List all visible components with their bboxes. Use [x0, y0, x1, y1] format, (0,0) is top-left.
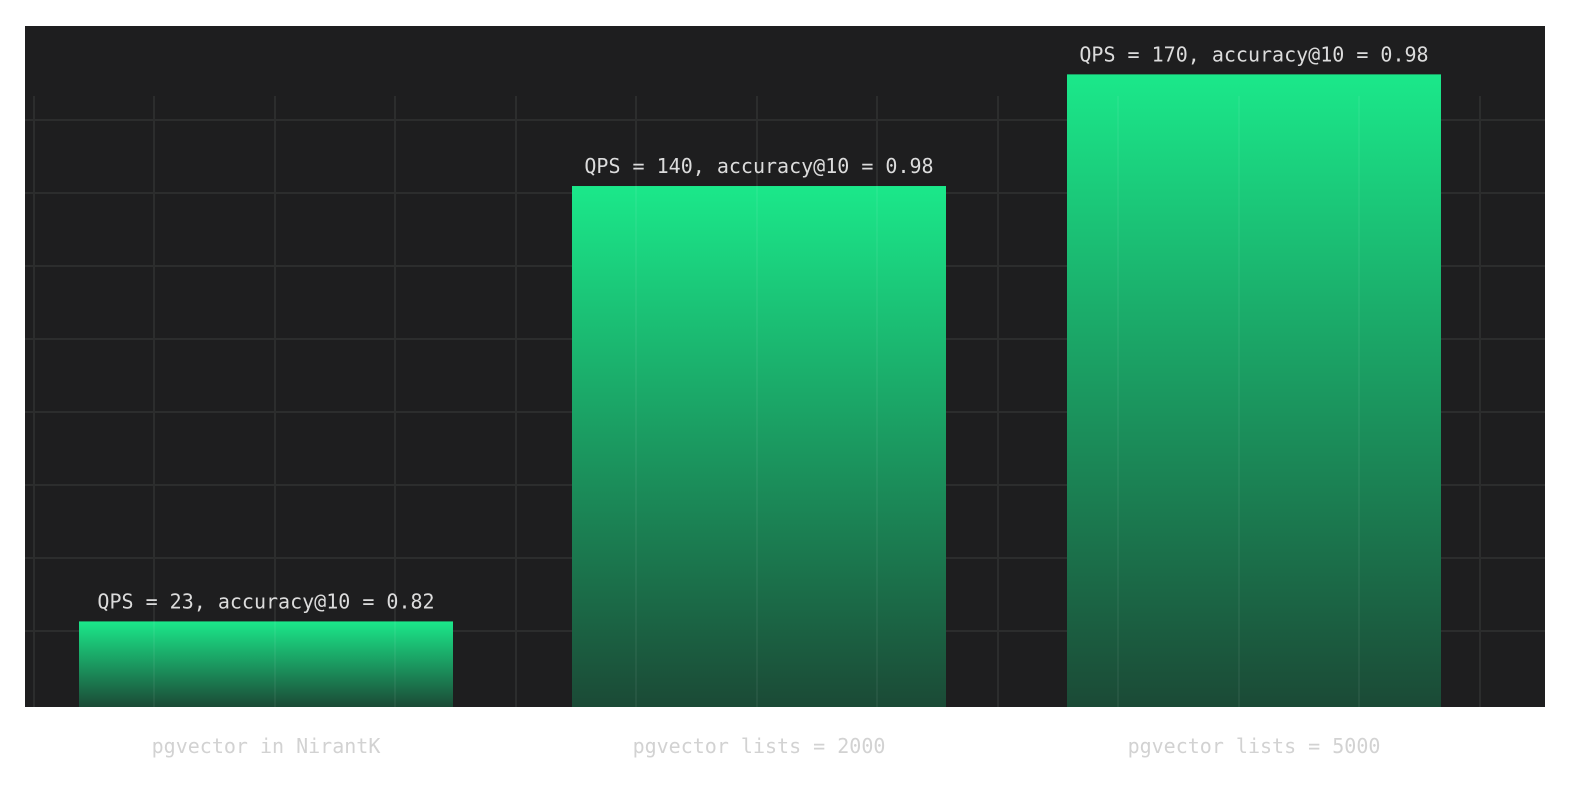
category-label-1: pgvector in NirantK	[152, 734, 381, 758]
category-label-3: pgvector lists = 5000	[1128, 734, 1381, 758]
bars	[79, 74, 1441, 708]
bar-1-value-label: QPS = 23, accuracy@10 = 0.82	[97, 589, 434, 613]
data-labels: QPS = 23, accuracy@10 = 0.82 QPS = 140, a…	[97, 42, 1428, 613]
bar-2-value-label: QPS = 140, accuracy@10 = 0.98	[584, 154, 933, 178]
bar-3	[1067, 74, 1441, 707]
category-labels: pgvector in NirantK pgvector lists = 2000…	[152, 734, 1381, 758]
bar-2	[572, 186, 946, 708]
category-label-2: pgvector lists = 2000	[633, 734, 886, 758]
bar-1	[79, 621, 453, 707]
bar-3-value-label: QPS = 170, accuracy@10 = 0.98	[1079, 42, 1428, 66]
